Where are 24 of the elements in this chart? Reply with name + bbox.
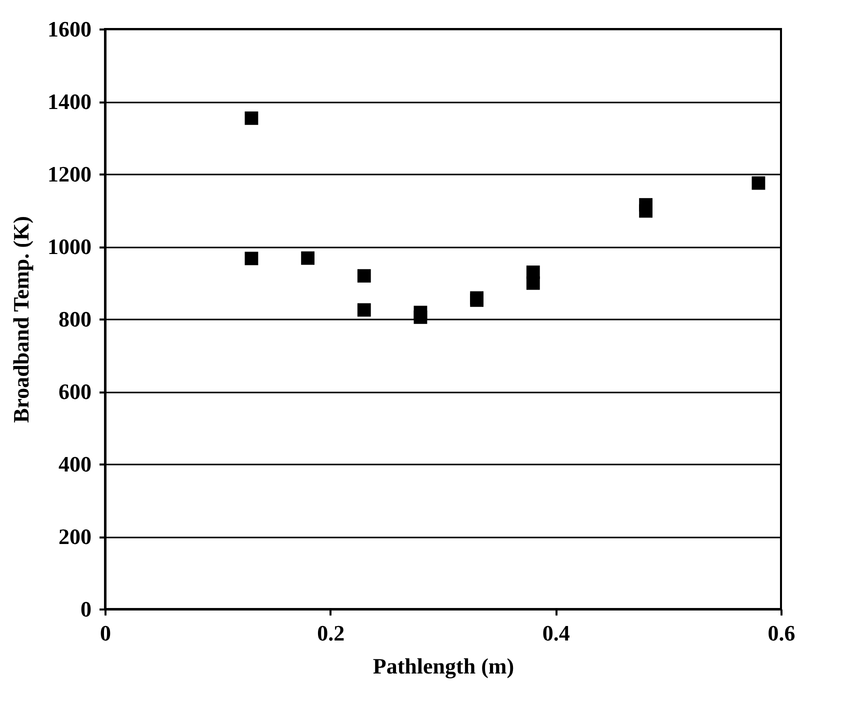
point xyxy=(526,276,540,290)
y-tick-label: 1400 xyxy=(48,89,92,114)
y-tick-label: 600 xyxy=(58,379,92,404)
y-tick-label: 1200 xyxy=(48,162,92,186)
point xyxy=(244,111,258,125)
y-tick-label: 800 xyxy=(58,306,92,332)
point xyxy=(357,269,371,283)
x-tick-label: 0.4 xyxy=(542,620,570,646)
y-tick-label: 0 xyxy=(80,596,92,622)
point xyxy=(301,251,315,265)
x-tick-label: 0.6 xyxy=(768,620,796,646)
point xyxy=(752,176,766,190)
y-axis-title: Broadband Temp. (K) xyxy=(8,216,34,423)
x-tick-label: 0 xyxy=(100,620,111,646)
y-tick-label: 1600 xyxy=(48,16,92,42)
point xyxy=(639,204,653,218)
y-tick-label: 1000 xyxy=(48,234,92,259)
y-tick-label: 200 xyxy=(58,524,92,549)
x-axis-title: Pathlength (m) xyxy=(372,654,514,678)
point xyxy=(357,303,371,317)
y-tick-label: 400 xyxy=(58,452,92,476)
point xyxy=(244,252,258,266)
point xyxy=(414,310,428,324)
x-tick-label: 0.2 xyxy=(317,620,345,646)
